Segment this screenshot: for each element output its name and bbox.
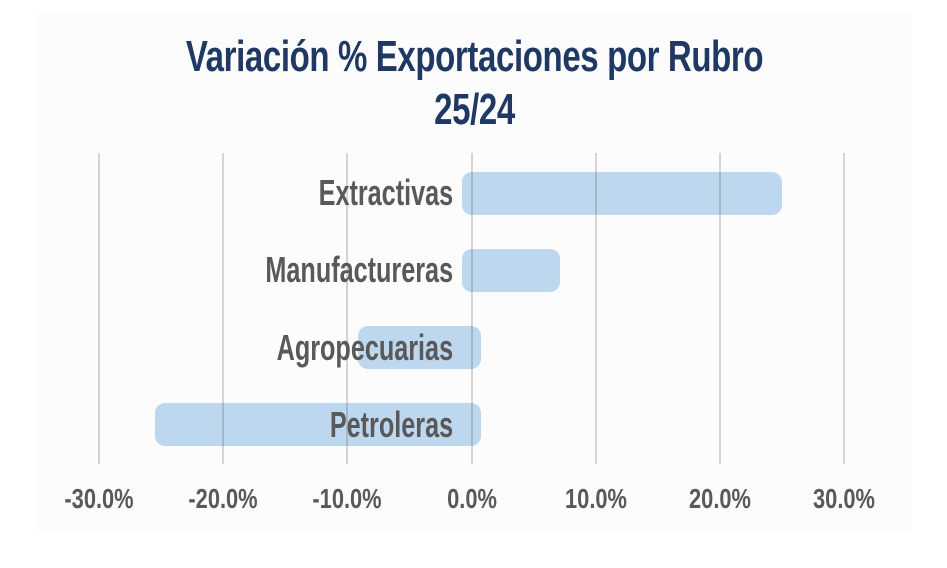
x-tick-label--10.0%: -10.0% [312, 483, 382, 514]
bar-agropecuarias [358, 326, 482, 370]
x-tick-label-0.0%: 0.0% [446, 483, 497, 514]
gridline--10.0% [346, 153, 349, 464]
x-tick-label--20.0%: -20.0% [188, 483, 258, 514]
gridline-0.0% [470, 153, 473, 464]
x-tick-label-30.0%: 30.0% [813, 483, 876, 514]
chart-title-line-1: Variación % Exportaciones por Rubro [185, 32, 764, 81]
gridline-20.0% [718, 153, 721, 464]
bar-manufactureras [461, 248, 560, 292]
x-tick-label-20.0%: 20.0% [688, 483, 751, 514]
chart-title: Variación % Exportaciones por Rubro 25/2… [146, 30, 802, 136]
gridline--30.0% [97, 153, 100, 464]
category-label-manufactureras: Manufactureras [265, 249, 454, 291]
x-tick-label-10.0%: 10.0% [564, 483, 627, 514]
gridline-30.0% [843, 153, 846, 464]
category-label-extractivas: Extractivas [319, 172, 454, 213]
chart-title-line-2: 25/24 [434, 85, 515, 134]
gridline-10.0% [594, 153, 597, 464]
bar-petroleras [154, 403, 482, 447]
category-label-petroleras: Petroleras [330, 403, 454, 445]
x-tick-label--30.0%: -30.0% [64, 483, 134, 514]
gridline--20.0% [222, 153, 225, 464]
bar-extractivas [461, 171, 782, 215]
category-label-agropecuarias: Agropecuarias [277, 326, 454, 368]
